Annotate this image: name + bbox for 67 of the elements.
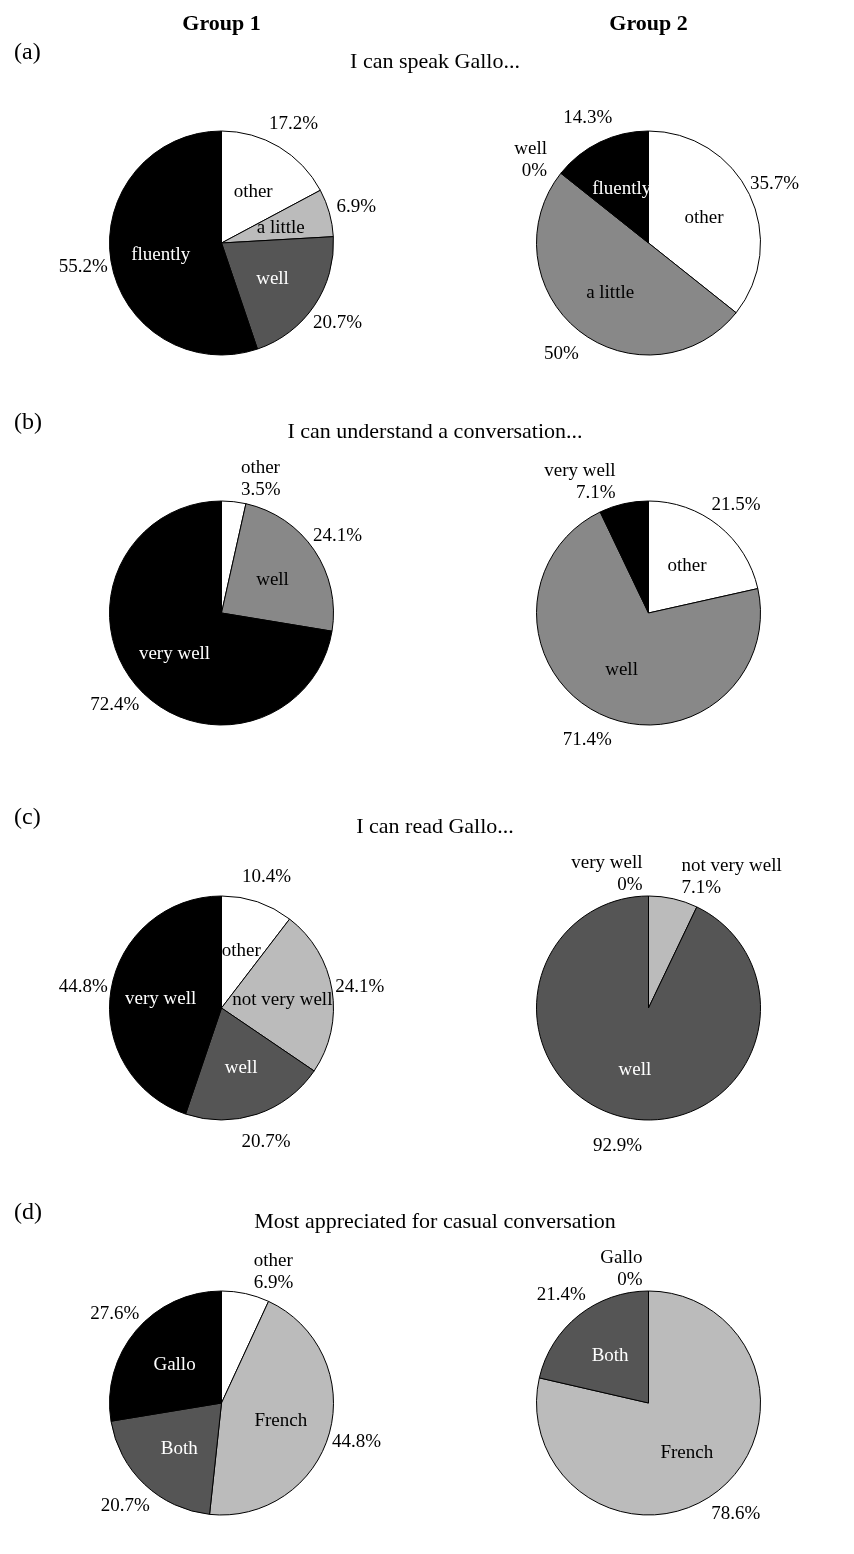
slice-label: not very well: [232, 987, 333, 1009]
data-label: 44.8%: [331, 1429, 382, 1451]
text: (c): [14, 803, 41, 830]
slice-label: other: [240, 456, 281, 478]
data-label: 20.7%: [241, 1130, 291, 1152]
slice-label: well: [605, 657, 638, 679]
slice-label: Gallo: [153, 1352, 196, 1374]
slice-label: a little: [586, 280, 635, 302]
slice-label: Both: [160, 1437, 199, 1459]
slice-label: very well: [544, 458, 616, 480]
category-label: well: [514, 136, 548, 158]
data-label: 24.1%: [335, 975, 385, 997]
slice-label: Both: [591, 1344, 630, 1366]
data-label: 71.4%: [562, 728, 613, 750]
slice-label: well: [256, 266, 289, 288]
text: I can understand a conversation...: [287, 418, 583, 443]
data-label: 7.1%: [681, 875, 722, 897]
data-label: 92.9%: [592, 1134, 643, 1156]
text: I can read Gallo...: [356, 813, 514, 838]
data-label: 17.2%: [268, 112, 319, 134]
slice-label: other: [233, 179, 274, 201]
slice-label: very well: [138, 642, 211, 664]
text: I can speak Gallo...: [350, 48, 520, 73]
slice-label: not very well: [681, 853, 782, 875]
slice-label: other: [253, 1248, 294, 1270]
data-label: 78.6%: [711, 1502, 761, 1524]
slice-label: other: [667, 554, 708, 576]
slice-label: well: [256, 568, 289, 590]
text: (a): [14, 38, 41, 65]
data-label: 50%: [543, 342, 579, 364]
slice-label: well: [224, 1055, 258, 1077]
slice-label: well: [618, 1057, 652, 1079]
data-label: 24.1%: [313, 524, 363, 546]
data-label: 35.7%: [750, 171, 800, 193]
slice-label: very well: [125, 987, 197, 1009]
data-label: 14.3%: [563, 106, 613, 128]
data-label: 7.1%: [575, 480, 616, 502]
data-label: 3.5%: [240, 478, 281, 500]
slice-label: other: [684, 205, 725, 227]
data-label: 6.9%: [253, 1270, 294, 1292]
data-label: 44.8%: [58, 974, 109, 996]
chart-title: Group 1: [181, 9, 262, 37]
data-label: 27.6%: [90, 1301, 140, 1323]
slice-label: French: [254, 1408, 308, 1430]
slice-label: fluently: [131, 242, 191, 264]
category-label: very well: [571, 850, 643, 872]
text: Most appreciated for casual conversation: [254, 1208, 616, 1233]
slice-label: other: [221, 939, 262, 961]
category-label: Gallo: [600, 1245, 643, 1267]
data-label: 20.7%: [100, 1494, 151, 1516]
data-label: 20.7%: [313, 310, 363, 332]
data-label: 6.9%: [336, 194, 377, 216]
text: 0%: [521, 158, 548, 180]
data-label: 10.4%: [241, 864, 292, 886]
data-label: 55.2%: [58, 255, 109, 277]
data-label: 72.4%: [90, 693, 140, 715]
text: (d): [14, 1198, 42, 1225]
text: (b): [14, 408, 42, 435]
data-label: 21.4%: [536, 1282, 587, 1304]
chart-title: Group 2: [608, 9, 689, 37]
slice-label: fluently: [592, 177, 652, 199]
text: 0%: [617, 1267, 643, 1289]
pie-slice: [536, 895, 761, 1121]
slice-label: a little: [256, 215, 305, 237]
slice-label: French: [660, 1440, 714, 1462]
text: 0%: [617, 872, 643, 894]
data-label: 21.5%: [711, 493, 761, 515]
